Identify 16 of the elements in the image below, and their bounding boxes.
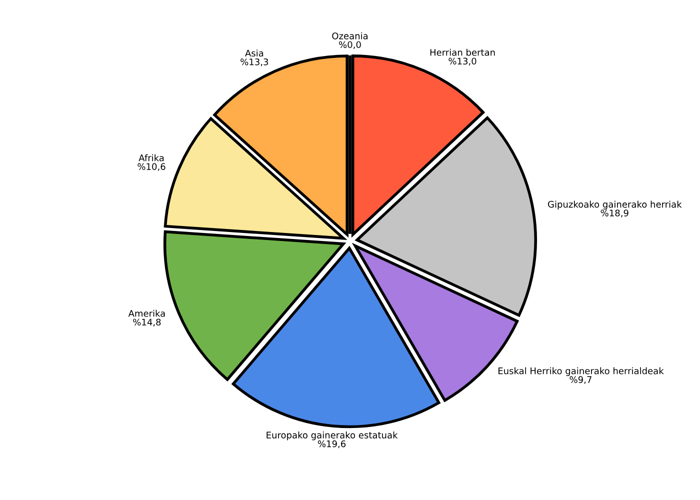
slice-label: Asia: [245, 50, 264, 57]
data-label: %10,6: [138, 163, 166, 171]
slice-label: Euskal Herriko gainerako herrialdeak: [498, 367, 664, 376]
slice-label: Europako gainerako estatuak: [266, 432, 398, 440]
data-label: %18,9: [600, 210, 628, 218]
slice-label: Herrian bertan: [430, 48, 495, 56]
category-label: Ozeania: [332, 32, 368, 40]
data-label: %19,6: [318, 440, 346, 448]
data-label: %13,0: [448, 58, 476, 66]
data-label: %9,7: [570, 376, 592, 384]
slice-label: Afrika: [138, 154, 164, 162]
data-label: %14,8: [133, 318, 161, 326]
slice-label: Gipuzkoako gainerako herriak: [548, 200, 682, 210]
slice-label: Amerika: [128, 310, 165, 317]
data-label: %13,3: [240, 58, 268, 66]
text: %0,0: [339, 41, 361, 49]
